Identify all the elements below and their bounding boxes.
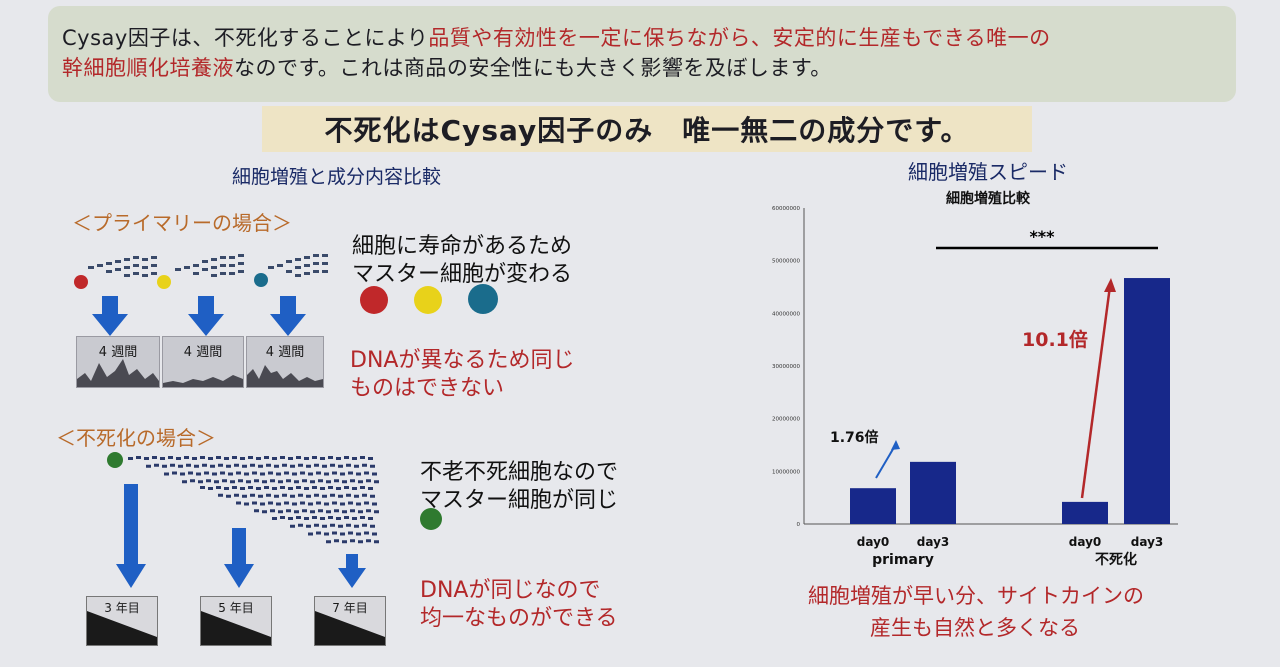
primary-dna-1: DNAが異なるため同じ	[350, 348, 575, 373]
down-arrow-icon	[338, 554, 366, 588]
y-tick-label: 50000000	[772, 259, 800, 265]
gel-label: 4 週間	[183, 345, 223, 360]
immortal-text-1: 不老不死細胞なので	[420, 460, 619, 485]
left-section-title: 細胞増殖と成分内容比較	[232, 166, 442, 188]
gel-panel: 4 週間	[162, 336, 244, 388]
chart-title: 細胞増殖比較	[946, 191, 1030, 207]
year-label: 5 年目	[218, 601, 254, 615]
significance-label: ***	[1029, 227, 1055, 246]
bar-chart: 0 10000000 20000000 30000000 40000000 5000000…	[772, 206, 1178, 568]
bar	[850, 488, 896, 524]
x-tick-label: day3	[1131, 535, 1164, 549]
cell-cluster	[88, 256, 157, 277]
y-tick-label: 60000000	[772, 206, 800, 212]
green-cell-icon	[107, 452, 123, 468]
primary-heading: ＜プライマリーの場合＞	[72, 211, 292, 235]
headline: 不死化はCysay因子のみ 唯一無二の成分です。	[262, 106, 1032, 152]
immortal-dna-2: 均一なものができる	[420, 606, 618, 631]
banner-text: Cysay因子は、不死化することにより	[62, 26, 429, 50]
x-tick-label: day3	[917, 535, 950, 549]
banner-text: なのです。これは商品の安全性にも大きく影響を及ぼします。	[234, 56, 832, 80]
x-tick-label: day0	[1069, 535, 1102, 549]
primary-text-2: マスター細胞が変わる	[352, 262, 573, 287]
fold-arrowhead-primary	[891, 440, 900, 450]
immortal-heading: ＜不死化の場合＞	[56, 426, 216, 450]
year-gel-panel: 3 年目	[86, 596, 158, 646]
y-tick-label: 40000000	[772, 311, 800, 317]
banner-highlight: 品質や有効性を一定に保ちながら、安定的に生産もできる唯一の	[428, 26, 1051, 50]
y-tick-label: 30000000	[772, 364, 800, 370]
fold-arrow-immortal	[1080, 285, 1112, 499]
fold-arrowhead-immortal	[1104, 278, 1116, 292]
right-section-title: 細胞増殖スピード	[908, 160, 1068, 184]
group-label: 不死化	[1095, 551, 1137, 568]
gel-panel: 4 週間	[246, 336, 324, 388]
y-tick-label: 20000000	[772, 417, 800, 423]
down-arrow-icon	[188, 296, 224, 336]
gel-panel: 4 週間	[76, 336, 160, 388]
banner-highlight: 幹細胞順化培養液	[62, 56, 234, 80]
down-arrow-icon	[224, 528, 254, 588]
gel-label: 4 週間	[265, 345, 305, 360]
primary-text-1: 細胞に寿命があるため	[352, 234, 573, 259]
x-tick-label: day0	[857, 535, 890, 549]
red-cell-icon	[360, 286, 388, 314]
down-arrow-icon	[116, 484, 146, 588]
immortal-dna-1: DNAが同じなので	[420, 578, 601, 603]
bar	[1124, 278, 1170, 524]
fold-label-primary: 1.76倍	[830, 429, 879, 446]
primary-dna-2: ものはできない	[350, 376, 505, 401]
year-gel-panel: 7 年目	[314, 596, 386, 646]
banner-line-1: Cysay因子は、不死化することにより品質や有効性を一定に保ちながら、安定的に生…	[62, 22, 1051, 52]
right-footer-2: 産生も自然と多くなる	[870, 616, 1080, 640]
year-label: 3 年目	[104, 601, 140, 615]
year-gel-panel: 5 年目	[200, 596, 272, 646]
primary-lineage-diagram	[74, 254, 328, 289]
year-label: 7 年目	[332, 601, 368, 615]
immortal-text-2: マスター細胞が同じ	[420, 488, 619, 513]
fold-label-immortal: 10.1倍	[1022, 328, 1088, 351]
y-tick-label: 0	[797, 522, 801, 528]
blue-cell-icon	[468, 284, 498, 314]
banner-line-2: 幹細胞順化培養液なのです。これは商品の安全性にも大きく影響を及ぼします。	[62, 52, 832, 82]
down-arrow-icon	[270, 296, 306, 336]
gel-label: 4 週間	[98, 345, 138, 360]
down-arrow-icon	[92, 296, 128, 336]
intro-banner: Cysay因子は、不死化することにより品質や有効性を一定に保ちながら、安定的に生…	[48, 6, 1236, 102]
bar	[910, 461, 956, 524]
right-footer-1: 細胞増殖が早い分、サイトカインの	[808, 584, 1144, 608]
blue-cell-icon	[254, 273, 268, 287]
group-label: primary	[872, 552, 934, 568]
bar	[1062, 501, 1108, 524]
immortal-lineage-diagram	[107, 452, 379, 544]
green-cell-icon	[420, 508, 442, 530]
headline-text: 不死化はCysay因子のみ 唯一無二の成分です。	[324, 114, 970, 147]
red-cell-icon	[74, 275, 88, 289]
yellow-cell-icon	[157, 275, 171, 289]
yellow-cell-icon	[414, 286, 442, 314]
y-tick-label: 10000000	[772, 469, 800, 475]
